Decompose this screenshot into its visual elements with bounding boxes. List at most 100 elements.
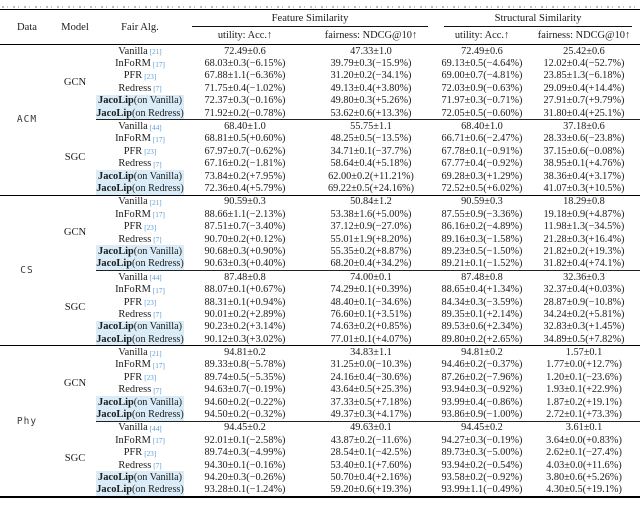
cell-feature-utility: 67.88±1.1(−6.36%) bbox=[204, 70, 286, 82]
table-row: Redress [7] 94.30±0.1(−0.16%) 53.40±0.1(+… bbox=[96, 459, 640, 471]
cell-feature-utility: 72.37±0.3(−0.16%) bbox=[204, 95, 286, 107]
cell-structural-fairness: 11.98±1.3(−34.5%) bbox=[543, 221, 625, 233]
cell-structural-utility: 87.26±0.2(−7.96%) bbox=[441, 371, 523, 383]
cell-feature-fairness: 48.25±0.5(−13.5%) bbox=[330, 133, 412, 145]
citation-ref[interactable]: [23] bbox=[144, 374, 157, 383]
cell-feature-fairness: 47.33±1.0 bbox=[350, 45, 392, 57]
cell-structural-fairness: 19.18±0.9(+4.87%) bbox=[543, 208, 625, 220]
fair-alg-name: Vanilla bbox=[118, 45, 148, 57]
cell-feature-utility: 68.40±1.0 bbox=[224, 121, 266, 133]
citation-ref[interactable]: [7] bbox=[153, 386, 162, 395]
cell-structural-fairness: 38.95±0.1(+4.76%) bbox=[543, 158, 625, 170]
citation-ref[interactable]: [7] bbox=[153, 85, 162, 94]
cell-structural-fairness: 3.80±0.6(+5.26%) bbox=[546, 471, 622, 483]
cell-feature-fairness: 39.79±0.3(−15.9%) bbox=[330, 58, 412, 70]
cell-feature-utility: 92.01±0.1(−2.58%) bbox=[204, 434, 286, 446]
fair-alg-name: Redress bbox=[118, 233, 152, 245]
cell-structural-utility: 72.52±0.5(+6.02%) bbox=[441, 182, 523, 194]
citation-ref[interactable]: [21] bbox=[149, 349, 162, 358]
citation-ref[interactable]: [44] bbox=[149, 274, 162, 283]
citation-ref[interactable]: [21] bbox=[149, 48, 162, 57]
cell-feature-utility: 88.07±0.1(+0.67%) bbox=[204, 284, 286, 296]
fair-alg-suffix: (on Vanilla) bbox=[133, 321, 182, 333]
cell-feature-utility: 87.48±0.8 bbox=[224, 271, 266, 283]
fair-alg-cell: PFR [23] bbox=[96, 70, 184, 82]
subcol-feature-fairness: fairness: NDCG@10↑ bbox=[324, 30, 418, 41]
fair-alg-name: PFR bbox=[123, 145, 143, 157]
cell-structural-fairness: 28.87±0.9(−10.8%) bbox=[543, 296, 625, 308]
table-row: Vanilla [44] 68.40±1.0 55.75±1.1 68.40±1.… bbox=[96, 120, 640, 132]
fair-alg-cell: InFoRM [17] bbox=[96, 57, 184, 69]
fair-alg-cell: InFoRM [17] bbox=[96, 133, 184, 145]
citation-ref[interactable]: [17] bbox=[152, 135, 165, 144]
citation-ref[interactable]: [21] bbox=[149, 198, 162, 207]
citation-ref[interactable]: [7] bbox=[153, 236, 162, 245]
fair-alg-name: JacoLip bbox=[96, 333, 132, 345]
cell-feature-fairness: 76.60±0.1(+3.51%) bbox=[330, 308, 412, 320]
model-label: SGC bbox=[64, 452, 86, 464]
cell-structural-fairness: 12.02±0.4(−52.7%) bbox=[543, 58, 625, 70]
citation-ref[interactable]: [23] bbox=[144, 299, 157, 307]
citation-ref[interactable]: [17] bbox=[152, 361, 165, 370]
cell-structural-utility: 94.46±0.2(−0.37%) bbox=[441, 359, 523, 371]
citation-ref[interactable]: [23] bbox=[144, 148, 157, 157]
citation-ref[interactable]: [17] bbox=[152, 286, 165, 295]
citation-ref[interactable]: [44] bbox=[149, 123, 162, 132]
cell-structural-utility: 66.71±0.6(−2.47%) bbox=[441, 133, 523, 145]
cell-structural-fairness: 1.57±0.1 bbox=[565, 347, 603, 359]
cell-feature-fairness: 53.62±0.6(+13.3%) bbox=[330, 107, 412, 119]
fair-alg-cell: Vanilla [21] bbox=[96, 45, 184, 57]
cell-structural-utility: 87.55±0.9(−3.36%) bbox=[441, 208, 523, 220]
cell-feature-fairness: 50.84±1.2 bbox=[350, 196, 392, 208]
fair-alg-name: PFR bbox=[123, 296, 143, 308]
cell-structural-utility: 93.99±1.1(−0.49%) bbox=[441, 484, 523, 496]
cell-feature-utility: 94.50±0.2(−0.32%) bbox=[204, 409, 286, 421]
fair-alg-cell: PFR [23] bbox=[96, 145, 184, 157]
citation-ref[interactable]: [44] bbox=[149, 424, 162, 433]
citation-ref[interactable]: [7] bbox=[153, 311, 162, 320]
cell-feature-utility: 90.68±0.3(+0.90%) bbox=[204, 245, 286, 257]
dataset-group: ACM GCN Vanilla [21] 72.49±0.6 47.33±1.0 … bbox=[0, 45, 640, 195]
cell-feature-utility: 87.51±0.7(−3.40%) bbox=[204, 221, 286, 233]
fair-alg-cell: JacoLip (on Redress) bbox=[96, 332, 184, 346]
table-row: JacoLip (on Vanilla) 94.60±0.2(−0.22%) 3… bbox=[96, 395, 640, 409]
cell-feature-fairness: 62.00±0.2(+11.21%) bbox=[328, 170, 414, 182]
citation-ref[interactable]: [7] bbox=[153, 160, 162, 169]
citation-ref[interactable]: [17] bbox=[152, 437, 165, 446]
model-block: GCN Vanilla [21] 72.49±0.6 47.33±1.0 72.4… bbox=[54, 45, 640, 120]
cell-structural-fairness: 41.07±0.3(+10.5%) bbox=[543, 182, 625, 194]
cell-feature-utility: 71.75±0.4(−1.02%) bbox=[204, 82, 286, 94]
citation-ref[interactable]: [17] bbox=[152, 211, 165, 220]
citation-ref[interactable]: [23] bbox=[144, 223, 157, 232]
fair-alg-cell: PFR [23] bbox=[96, 447, 184, 459]
cell-structural-fairness: 32.36±0.3 bbox=[563, 271, 605, 283]
cell-feature-fairness: 55.75±1.1 bbox=[350, 121, 392, 133]
subcol-feature-utility: utility: Acc.↑ bbox=[217, 30, 273, 41]
citation-ref[interactable]: [23] bbox=[144, 449, 157, 458]
table-row: JacoLip (on Vanilla) 90.68±0.3(+0.90%) 5… bbox=[96, 245, 640, 258]
model-block: SGC Vanilla [44] 68.40±1.0 55.75±1.1 68.4… bbox=[54, 119, 640, 195]
cell-feature-fairness: 49.13±0.4(+3.80%) bbox=[330, 82, 412, 94]
table-row: PFR [23] 88.31±0.1(+0.94%) 48.40±0.1(−34.… bbox=[96, 296, 640, 308]
fair-alg-cell: JacoLip (on Redress) bbox=[96, 408, 184, 421]
table-row: Vanilla [44] 87.48±0.8 74.00±0.1 87.48±0.… bbox=[96, 271, 640, 283]
fair-alg-name: JacoLip bbox=[98, 396, 134, 408]
citation-ref[interactable]: [7] bbox=[153, 462, 162, 471]
fair-alg-suffix: (on Redress) bbox=[132, 258, 184, 270]
cell-structural-fairness: 31.82±0.4(+74.1%) bbox=[543, 258, 625, 270]
cell-feature-fairness: 74.63±0.2(+0.85%) bbox=[330, 321, 412, 333]
model-block-rows: Vanilla [21] 94.81±0.2 34.83±1.1 94.81±0.… bbox=[96, 346, 640, 421]
fair-alg-cell: Redress [7] bbox=[96, 459, 184, 471]
fair-alg-cell: Vanilla [44] bbox=[96, 422, 184, 434]
dataset-group-rows: GCN Vanilla [21] 94.81±0.2 34.83±1.1 94.8… bbox=[54, 346, 640, 497]
cell-structural-fairness: 37.15±0.6(−0.08%) bbox=[543, 145, 625, 157]
cell-structural-utility: 93.86±0.9(−1.00%) bbox=[441, 409, 523, 421]
cell-structural-utility: 89.35±0.1(+2.14%) bbox=[441, 308, 523, 320]
cell-feature-utility: 88.31±0.1(+0.94%) bbox=[204, 296, 286, 308]
model-block: SGC Vanilla [44] 87.48±0.8 74.00±0.1 87.4… bbox=[54, 270, 640, 346]
dataset-group-rows: GCN Vanilla [21] 72.49±0.6 47.33±1.0 72.4… bbox=[54, 45, 640, 195]
cell-feature-utility: 68.81±0.5(+0.60%) bbox=[204, 133, 286, 145]
citation-ref[interactable]: [23] bbox=[144, 72, 157, 81]
cell-structural-utility: 89.73±0.3(−5.00%) bbox=[441, 447, 523, 459]
citation-ref[interactable]: [17] bbox=[152, 60, 165, 69]
